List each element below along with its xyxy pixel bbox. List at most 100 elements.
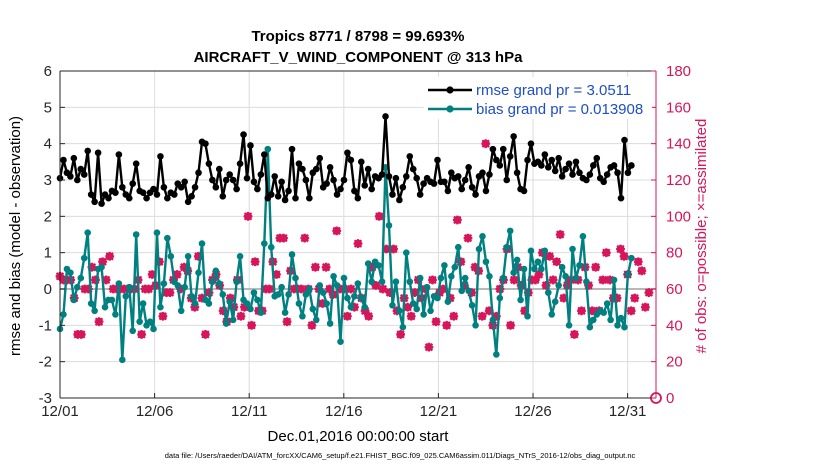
obs-assimilated-marker	[165, 288, 175, 298]
bias-point	[576, 262, 583, 269]
legend-rmse-marker	[446, 86, 454, 94]
rmse-point	[562, 165, 569, 173]
bias-point	[233, 278, 240, 286]
obs-assimilated-marker	[389, 244, 398, 254]
obs-assimilated-marker	[147, 270, 157, 279]
bias-point	[226, 298, 233, 306]
bias-point	[583, 278, 590, 286]
rmse-point	[330, 176, 337, 184]
bias-point	[461, 274, 469, 282]
rmse-point	[506, 153, 514, 160]
rmse-point	[285, 187, 292, 195]
bias-point	[396, 307, 403, 315]
obs-assimilated-marker	[509, 275, 519, 285]
rmse-point	[129, 180, 137, 187]
obs-assimilated-marker	[371, 280, 381, 290]
obs-assimilated-marker	[179, 262, 189, 272]
obs-assimilated-marker	[367, 262, 377, 272]
rmse-point	[184, 198, 192, 206]
obs-assimilated-marker	[598, 275, 608, 285]
rmse-point	[212, 183, 220, 191]
obs-assimilated-marker	[94, 317, 104, 327]
bias-point	[361, 303, 369, 311]
obs-assimilated-marker	[332, 226, 342, 236]
bias-point	[527, 247, 535, 255]
obs-assimilated-marker	[236, 311, 246, 321]
bias-point	[119, 356, 126, 364]
rmse-point	[496, 162, 504, 169]
rmse-point	[164, 194, 171, 202]
obs-assimilated-marker	[530, 275, 540, 285]
plot-area	[60, 71, 656, 398]
rmse-point	[74, 176, 81, 184]
bias-point	[437, 274, 445, 282]
obs-assimilated-marker	[190, 302, 200, 312]
bias-point	[368, 278, 375, 286]
bias-point	[409, 300, 417, 307]
rmse-point	[385, 173, 393, 180]
rmse-point	[378, 171, 386, 178]
rmse-point	[444, 187, 452, 195]
rmse-point	[396, 196, 403, 204]
rmse-point	[157, 153, 164, 160]
legend-rmse-label: rmse grand pr = 3.0511	[476, 82, 631, 99]
bias-point	[112, 311, 119, 318]
rmse-point	[403, 173, 410, 180]
obs-assimilated-marker	[619, 251, 629, 261]
rmse-point	[70, 154, 78, 162]
x-tick-label: 12/06	[136, 403, 174, 420]
bias-point	[569, 245, 576, 253]
bias-point	[330, 272, 337, 280]
bias-point	[506, 227, 514, 235]
obs-assimilated-marker	[491, 311, 501, 321]
rmse-point	[91, 198, 98, 206]
bias-point	[295, 300, 303, 307]
bias-point	[531, 265, 538, 273]
bias-point	[579, 233, 587, 240]
rmse-point	[416, 191, 424, 198]
obs-assimilated-marker	[91, 275, 100, 285]
y2-axis-label: # of obs: o=possible; ×=assimilated	[693, 119, 710, 354]
obs-assimilated-marker	[640, 302, 650, 312]
obs-assimilated-marker	[264, 284, 274, 294]
rmse-point	[479, 169, 486, 177]
rmse-point	[257, 171, 265, 178]
bias-point	[538, 265, 545, 273]
obs-assimilated-marker	[225, 293, 235, 303]
obs-assimilated-marker	[378, 284, 388, 294]
obs-assimilated-marker	[481, 139, 491, 149]
y2-tick-label: 160	[666, 99, 691, 116]
bias-point	[195, 269, 202, 276]
rmse-point	[316, 154, 324, 162]
rmse-point	[565, 160, 573, 167]
y2-tick-label: 40	[666, 317, 683, 334]
bias-point	[129, 327, 137, 335]
rmse-point	[240, 131, 247, 138]
bias-point	[482, 258, 490, 266]
rmse-point	[191, 183, 199, 191]
bias-point	[198, 240, 206, 247]
bias-point	[614, 322, 621, 329]
obs-assimilated-marker	[350, 302, 359, 312]
bias-point	[281, 309, 289, 316]
obs-assimilated-marker	[644, 288, 654, 298]
obs-assimilated-marker	[204, 288, 214, 298]
obs-assimilated-marker	[307, 320, 317, 330]
rmse-point	[233, 185, 240, 193]
rmse-point	[503, 176, 511, 184]
rmse-point	[538, 162, 545, 169]
rmse-point	[326, 163, 334, 171]
bias-point	[468, 302, 476, 309]
rmse-point	[406, 153, 414, 160]
bias-point	[558, 263, 566, 271]
rmse-point	[77, 165, 85, 173]
rmse-point	[181, 178, 188, 186]
bias-point	[600, 309, 607, 316]
rmse-point	[160, 183, 168, 191]
rmse-point	[569, 171, 576, 178]
rmse-point	[302, 176, 310, 184]
bias-point	[236, 252, 244, 260]
obs-assimilated-marker	[449, 311, 459, 321]
bias-point	[177, 307, 185, 315]
bias-point	[351, 292, 358, 300]
